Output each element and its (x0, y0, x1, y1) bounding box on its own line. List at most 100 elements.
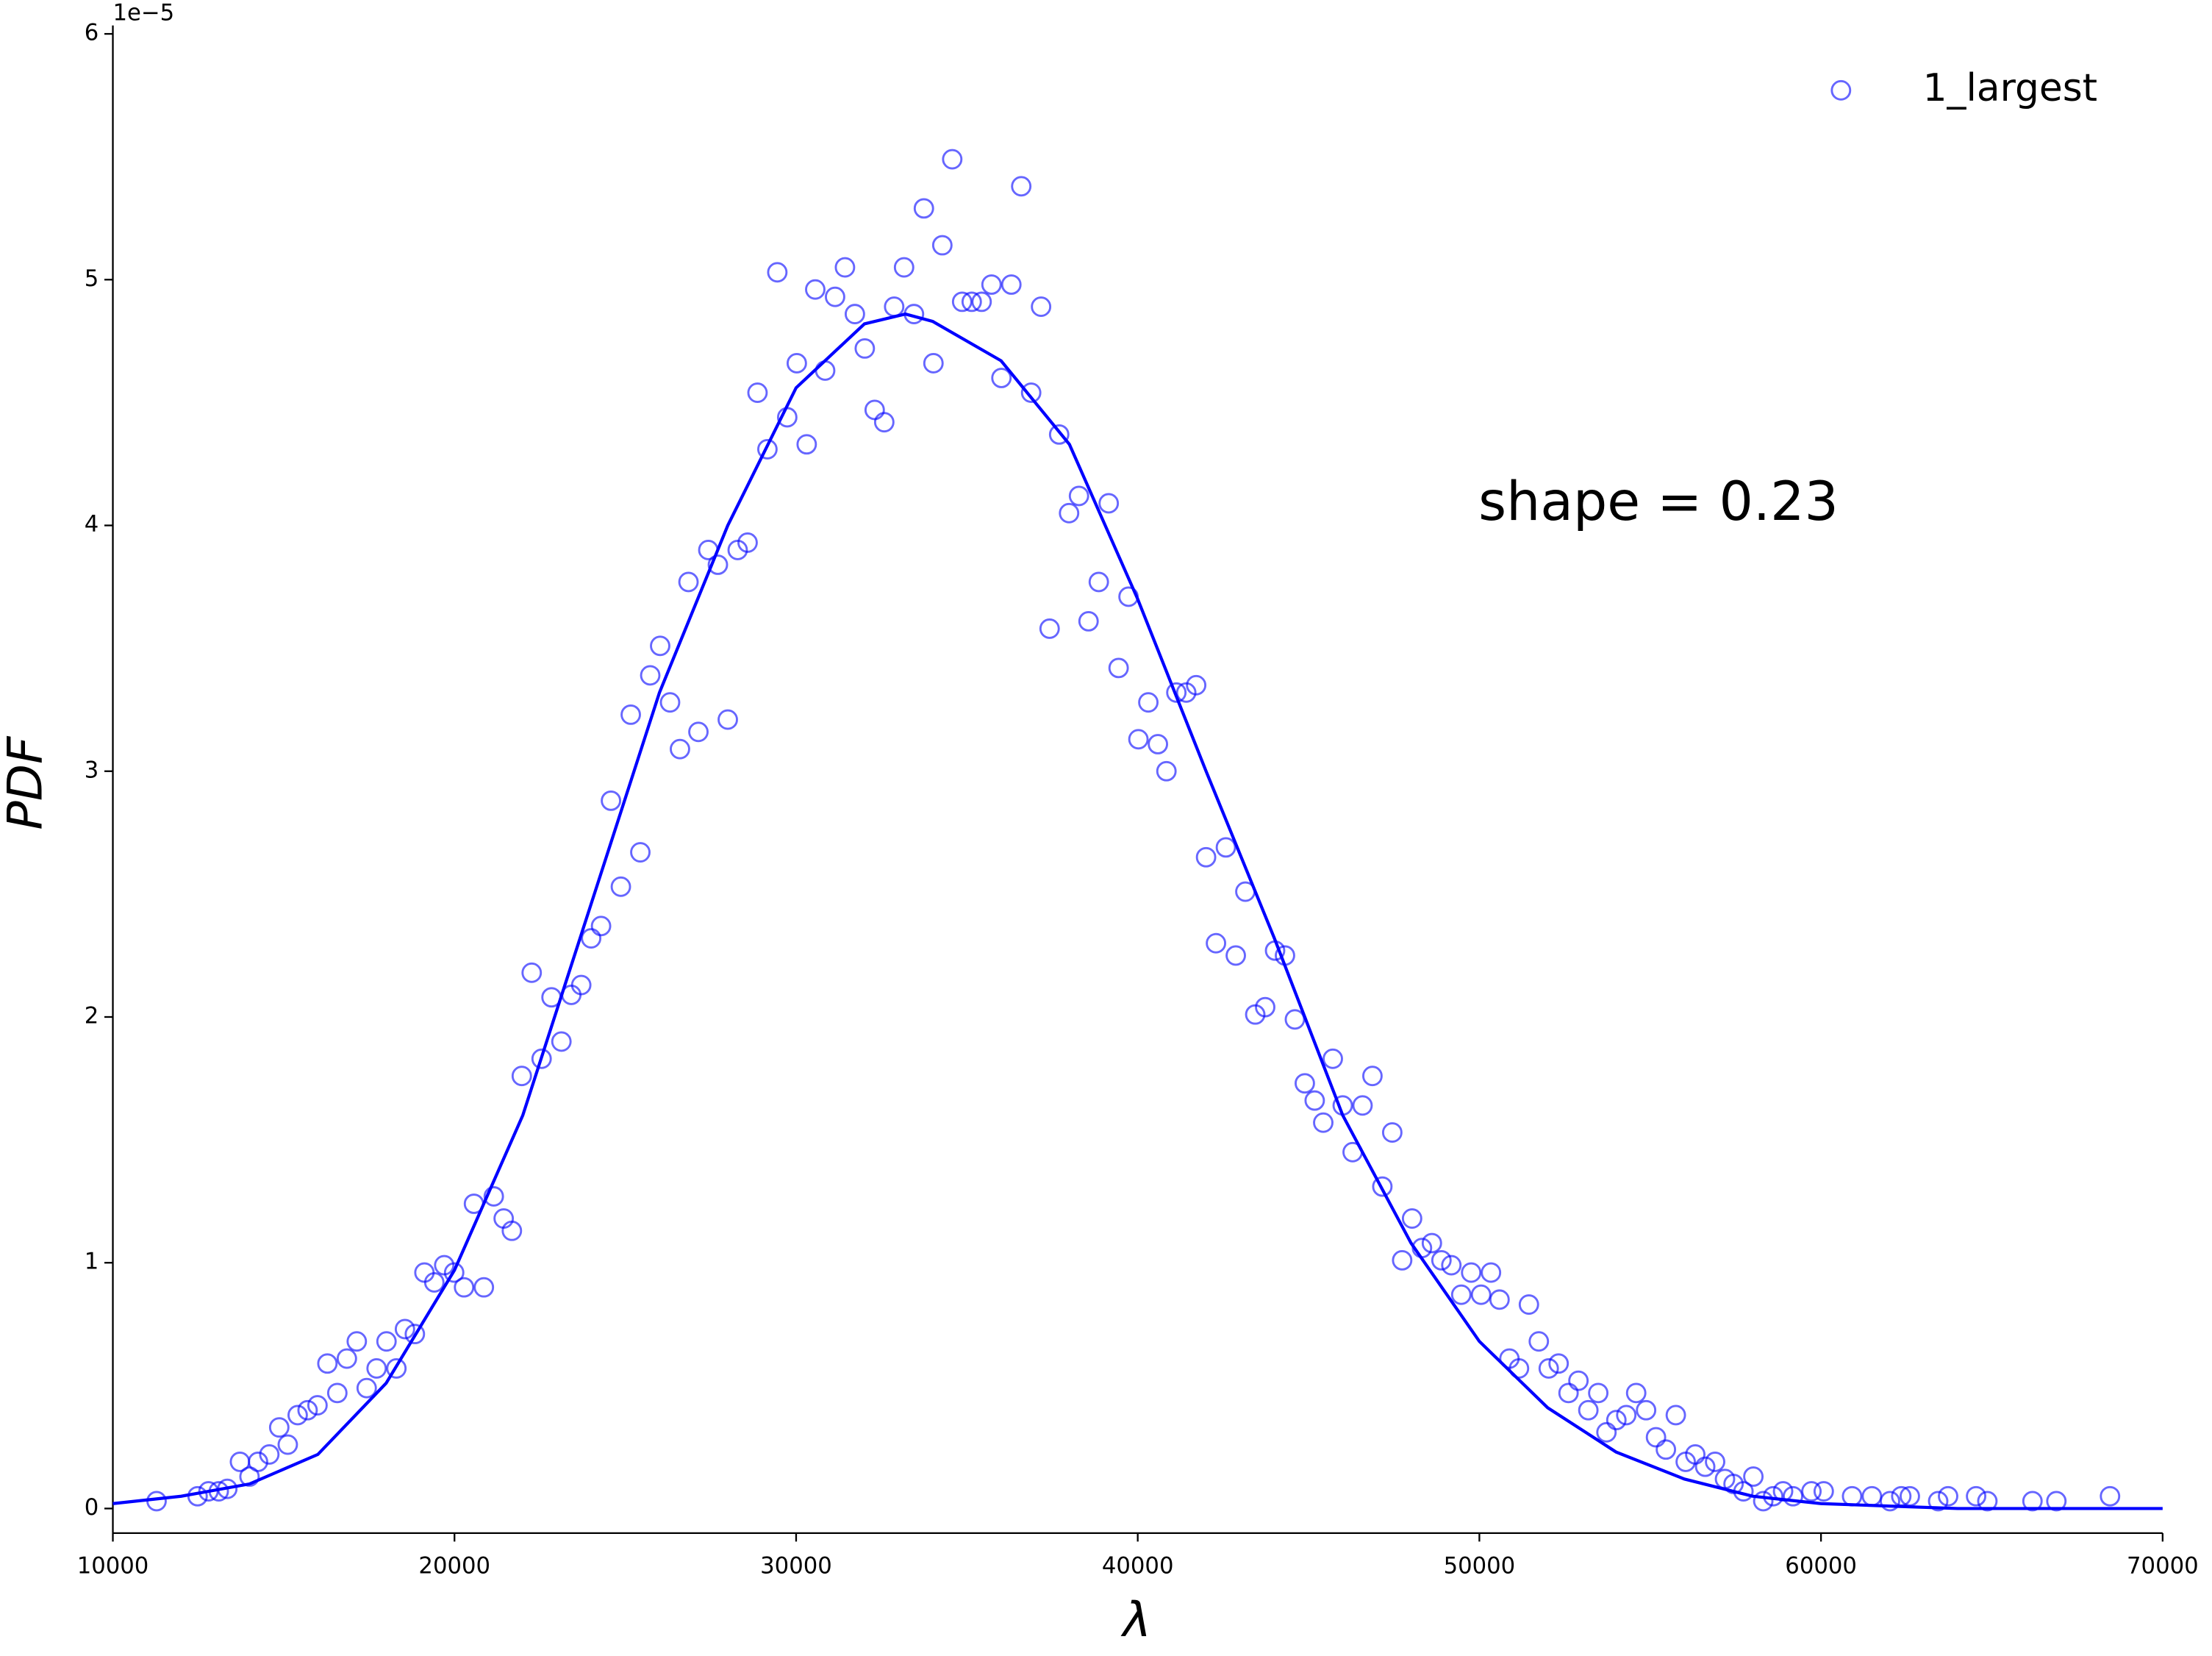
data-point (394, 1318, 415, 1340)
data-point (1470, 1284, 1492, 1305)
data-point (1186, 674, 1207, 696)
data-point (1156, 760, 1177, 782)
data-point (1225, 945, 1246, 966)
data-point (1215, 837, 1236, 858)
data-point (834, 257, 856, 278)
data-point (1596, 1421, 1617, 1443)
data-point (386, 1358, 407, 1379)
data-point (815, 360, 836, 381)
data-point (923, 353, 944, 374)
data-point (767, 262, 788, 283)
data-point (1528, 1331, 1550, 1352)
data-point (1048, 424, 1070, 445)
data-point (366, 1358, 387, 1379)
data-point (501, 1220, 523, 1241)
data-point (297, 1399, 318, 1421)
data-point (268, 1417, 290, 1438)
data-point (737, 532, 758, 553)
data-point (1508, 1358, 1530, 1379)
data-point (971, 291, 992, 313)
data-point (1362, 1066, 1383, 1087)
data-point (1020, 382, 1042, 403)
data-point (805, 279, 826, 300)
data-point (688, 721, 709, 743)
data-point (610, 876, 631, 897)
data-point (551, 1031, 572, 1052)
data-point (1645, 1427, 1667, 1448)
data-point (473, 1277, 495, 1298)
data-point (1295, 1073, 1315, 1094)
data-point (1880, 1491, 1900, 1512)
data-point (1001, 274, 1022, 295)
data-point (1625, 1382, 1647, 1404)
data-point (1421, 1232, 1442, 1254)
data-point (1685, 1443, 1706, 1465)
data-point (913, 198, 934, 219)
data-point (678, 571, 699, 593)
data-point (1431, 1249, 1452, 1271)
data-point (1928, 1491, 1949, 1512)
data-point (187, 1485, 208, 1507)
y-tick-label: 0 (85, 1495, 99, 1521)
data-point (521, 962, 543, 983)
x-tick-label: 50000 (1444, 1553, 1516, 1579)
data-point (951, 291, 973, 313)
data-point (1558, 1382, 1579, 1404)
x-tick-label: 30000 (760, 1553, 832, 1579)
x-tick-label: 40000 (1102, 1553, 1174, 1579)
x-tick-label: 10000 (77, 1553, 149, 1579)
data-point (931, 235, 953, 256)
data-point (248, 1452, 268, 1472)
data-point (659, 692, 681, 713)
data-point (1011, 176, 1032, 197)
data-point (1381, 1122, 1403, 1143)
data-point (1606, 1410, 1627, 1431)
legend-marker (1830, 79, 1852, 101)
data-point (1195, 846, 1217, 868)
data-point (991, 368, 1012, 388)
data-point (531, 1048, 552, 1069)
data-point (1206, 932, 1227, 954)
data-point (1088, 571, 1109, 593)
data-point (942, 149, 963, 170)
legend-label: 1_largest (1923, 66, 2097, 110)
data-point (356, 1377, 377, 1399)
data-point (1694, 1456, 1716, 1477)
data-point (1743, 1466, 1764, 1487)
data-point (747, 382, 768, 403)
data-point (1861, 1485, 1883, 1507)
x-tick-label: 70000 (2127, 1553, 2199, 1579)
data-point (630, 842, 651, 863)
data-point (854, 338, 876, 359)
data-point (640, 665, 661, 686)
data-point (1616, 1405, 1637, 1426)
data-point (1098, 493, 1120, 514)
data-point (884, 296, 905, 317)
fit-line (112, 312, 2163, 1510)
data-point (796, 434, 817, 455)
data-point (1441, 1255, 1462, 1276)
x-tick-label: 20000 (418, 1553, 490, 1579)
x-axis-label: λ (1120, 1592, 1151, 1648)
data-point (1148, 734, 1169, 754)
data-point (1753, 1491, 1774, 1512)
data-point (307, 1395, 328, 1416)
data-point (287, 1405, 308, 1426)
data-point (1108, 657, 1129, 679)
y-tick-label: 3 (85, 757, 99, 783)
data-point (2022, 1491, 2043, 1512)
data-point (844, 304, 865, 325)
data-point (670, 738, 690, 760)
y-tick-label: 2 (85, 1003, 99, 1029)
data-point (326, 1382, 348, 1404)
data-point (864, 399, 885, 421)
data-point (1313, 1112, 1334, 1133)
data-point (1068, 485, 1089, 507)
data-point (650, 635, 670, 657)
data-point (1705, 1452, 1725, 1472)
data-point (1450, 1284, 1472, 1305)
data-point (981, 274, 1002, 295)
data-point (1636, 1399, 1657, 1421)
data-point (1481, 1262, 1502, 1283)
